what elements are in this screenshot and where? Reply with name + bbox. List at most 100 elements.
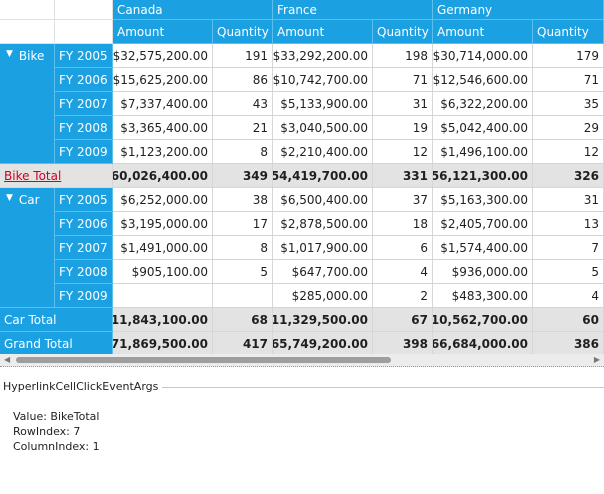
data-cell[interactable]: $6,252,000.00: [113, 188, 213, 212]
total-cell[interactable]: $54,419,700.00: [273, 164, 373, 188]
data-cell[interactable]: $3,365,400.00: [113, 116, 213, 140]
data-cell[interactable]: 19: [373, 116, 433, 140]
data-cell[interactable]: $483,300.00: [433, 284, 533, 308]
data-cell[interactable]: 6: [373, 236, 433, 260]
data-cell[interactable]: $7,337,400.00: [113, 92, 213, 116]
bike-total-hyperlink[interactable]: Bike Total: [4, 168, 62, 183]
data-cell[interactable]: $3,040,500.00: [273, 116, 373, 140]
total-cell[interactable]: $60,026,400.00: [113, 164, 213, 188]
data-cell[interactable]: 198: [373, 44, 433, 68]
grand-total-cell[interactable]: $65,749,200.00: [273, 332, 373, 356]
column-header-quantity[interactable]: Quantity: [533, 20, 604, 44]
data-cell[interactable]: [113, 284, 213, 308]
data-cell[interactable]: $3,195,000.00: [113, 212, 213, 236]
data-cell[interactable]: $2,405,700.00: [433, 212, 533, 236]
total-cell[interactable]: 326: [533, 164, 604, 188]
column-header-quantity[interactable]: Quantity: [373, 20, 433, 44]
column-header-germany[interactable]: Germany: [433, 0, 604, 20]
total-cell[interactable]: $10,562,700.00: [433, 308, 533, 332]
data-cell[interactable]: 12: [533, 140, 604, 164]
data-cell[interactable]: 8: [213, 140, 273, 164]
data-cell[interactable]: $6,322,200.00: [433, 92, 533, 116]
data-cell[interactable]: 7: [533, 236, 604, 260]
column-header-amount[interactable]: Amount: [113, 20, 213, 44]
data-cell[interactable]: $1,017,900.00: [273, 236, 373, 260]
triangle-down-icon[interactable]: ▼: [6, 193, 13, 203]
column-header-quantity[interactable]: Quantity: [213, 20, 273, 44]
horizontal-scrollbar[interactable]: ◀ ▶: [0, 354, 604, 367]
arrow-left-icon[interactable]: ◀: [4, 355, 11, 364]
data-cell[interactable]: $1,491,000.00: [113, 236, 213, 260]
data-cell[interactable]: 4: [373, 260, 433, 284]
data-cell[interactable]: $15,625,200.00: [113, 68, 213, 92]
column-header-canada[interactable]: Canada: [113, 0, 273, 20]
total-cell[interactable]: 60: [533, 308, 604, 332]
data-cell[interactable]: $30,714,000.00: [433, 44, 533, 68]
data-cell[interactable]: $2,210,400.00: [273, 140, 373, 164]
grand-total-cell[interactable]: $71,869,500.00: [113, 332, 213, 356]
data-cell[interactable]: 38: [213, 188, 273, 212]
data-cell[interactable]: 17: [213, 212, 273, 236]
column-header-amount[interactable]: Amount: [273, 20, 373, 44]
row-header-grand-total[interactable]: Grand Total: [0, 332, 113, 356]
data-cell[interactable]: $936,000.00: [433, 260, 533, 284]
total-cell[interactable]: 331: [373, 164, 433, 188]
data-cell[interactable]: $2,878,500.00: [273, 212, 373, 236]
column-header-amount[interactable]: Amount: [433, 20, 533, 44]
data-cell[interactable]: $6,500,400.00: [273, 188, 373, 212]
data-cell[interactable]: 12: [373, 140, 433, 164]
data-cell[interactable]: 191: [213, 44, 273, 68]
total-cell[interactable]: $11,329,500.00: [273, 308, 373, 332]
data-cell[interactable]: 29: [533, 116, 604, 140]
data-cell[interactable]: $5,042,400.00: [433, 116, 533, 140]
data-cell[interactable]: 2: [373, 284, 433, 308]
column-header-france[interactable]: France: [273, 0, 433, 20]
data-cell[interactable]: $905,100.00: [113, 260, 213, 284]
data-cell[interactable]: 5: [533, 260, 604, 284]
data-cell[interactable]: [213, 284, 273, 308]
grand-total-cell[interactable]: 417: [213, 332, 273, 356]
row-header-bike[interactable]: ▼ Bike: [0, 44, 55, 164]
data-cell[interactable]: 4: [533, 284, 604, 308]
data-cell[interactable]: $1,496,100.00: [433, 140, 533, 164]
data-cell[interactable]: 13: [533, 212, 604, 236]
data-cell[interactable]: $12,546,600.00: [433, 68, 533, 92]
total-cell[interactable]: 67: [373, 308, 433, 332]
data-cell[interactable]: 31: [373, 92, 433, 116]
data-cell[interactable]: $33,292,200.00: [273, 44, 373, 68]
data-cell[interactable]: $647,700.00: [273, 260, 373, 284]
grand-total-cell[interactable]: $66,684,000.00: [433, 332, 533, 356]
data-cell[interactable]: $5,163,300.00: [433, 188, 533, 212]
data-cell[interactable]: 179: [533, 44, 604, 68]
grand-total-cell[interactable]: 386: [533, 332, 604, 356]
data-cell[interactable]: $32,575,200.00: [113, 44, 213, 68]
row-header-car-total[interactable]: Car Total: [0, 308, 113, 332]
data-cell[interactable]: 43: [213, 92, 273, 116]
data-cell[interactable]: $1,123,200.00: [113, 140, 213, 164]
data-cell[interactable]: 31: [533, 188, 604, 212]
data-cell[interactable]: 71: [373, 68, 433, 92]
row-header-year: FY 2005: [55, 44, 113, 68]
row-header-car[interactable]: ▼ Car: [0, 188, 55, 308]
data-cell[interactable]: 5: [213, 260, 273, 284]
data-cell[interactable]: 71: [533, 68, 604, 92]
data-cell[interactable]: $1,574,400.00: [433, 236, 533, 260]
data-cell[interactable]: 86: [213, 68, 273, 92]
arrow-right-icon[interactable]: ▶: [593, 355, 600, 364]
total-cell[interactable]: $56,121,300.00: [433, 164, 533, 188]
total-cell[interactable]: 349: [213, 164, 273, 188]
data-cell[interactable]: 35: [533, 92, 604, 116]
triangle-down-icon[interactable]: ▼: [6, 49, 13, 59]
scrollbar-thumb[interactable]: [16, 357, 391, 363]
data-cell[interactable]: 21: [213, 116, 273, 140]
data-cell[interactable]: 37: [373, 188, 433, 212]
data-cell[interactable]: $5,133,900.00: [273, 92, 373, 116]
total-cell[interactable]: 68: [213, 308, 273, 332]
grand-total-cell[interactable]: 398: [373, 332, 433, 356]
data-cell[interactable]: 18: [373, 212, 433, 236]
data-cell[interactable]: $10,742,700.00: [273, 68, 373, 92]
total-cell[interactable]: $11,843,100.00: [113, 308, 213, 332]
data-cell[interactable]: $285,000.00: [273, 284, 373, 308]
data-cell[interactable]: 8: [213, 236, 273, 260]
bike-total-link[interactable]: Bike Total: [0, 164, 113, 188]
